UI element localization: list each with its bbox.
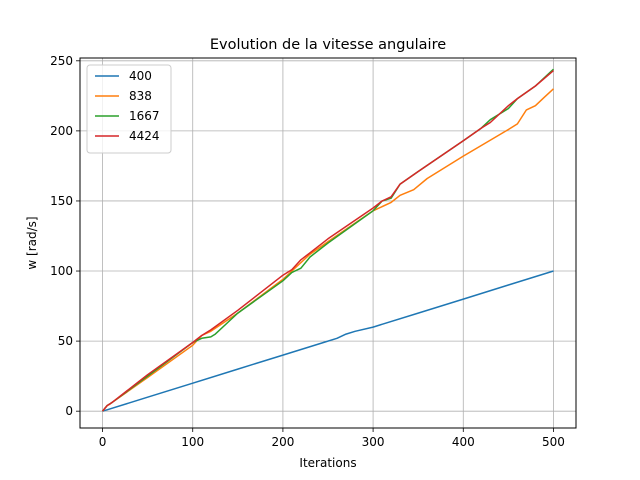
series-line-838: [101, 88, 555, 412]
x-tick-label: 0: [99, 435, 107, 449]
y-tick-label: 0: [65, 404, 73, 418]
y-tick-label: 250: [50, 54, 73, 68]
y-tick-label: 150: [50, 194, 73, 208]
series-lines: [101, 68, 555, 412]
legend-box: [86, 64, 172, 154]
y-axis-label: w [rad/s]: [25, 216, 39, 269]
x-tick-label: 200: [271, 435, 294, 449]
y-tick-label: 50: [58, 334, 73, 348]
legend-label-838: 838: [129, 89, 152, 103]
x-tick-label: 500: [542, 435, 565, 449]
series-line-4424: [101, 70, 554, 412]
chart-title: Evolution de la vitesse angulaire: [210, 37, 446, 53]
y-tick-label: 200: [50, 124, 73, 138]
legend: 400 838 1667 4424: [86, 64, 172, 154]
y-tick-label: 100: [50, 264, 73, 278]
x-tick-label: 300: [362, 435, 385, 449]
legend-label-1667: 1667: [129, 109, 160, 123]
legend-label-400: 400: [129, 69, 152, 83]
x-tick-label: 400: [452, 435, 475, 449]
plot-frame: [79, 57, 577, 429]
legend-label-4424: 4424: [129, 129, 160, 143]
series-line-400: [102, 270, 554, 412]
x-axis-label: Iterations: [299, 456, 356, 470]
x-tick-label: 100: [181, 435, 204, 449]
ticks: 0 100 200 300 400 500 0 50 100 150 200 250: [50, 54, 565, 449]
